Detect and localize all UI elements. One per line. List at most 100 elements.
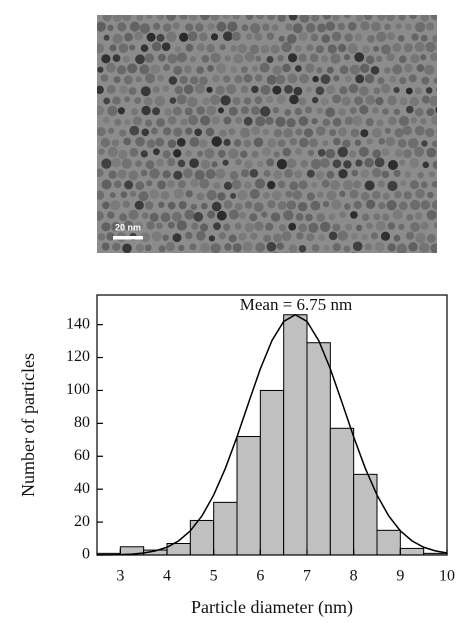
particle <box>348 150 357 158</box>
particle <box>129 147 139 157</box>
particle <box>166 31 177 42</box>
particle <box>160 191 170 200</box>
particle <box>303 128 314 138</box>
particle <box>377 77 385 85</box>
particle <box>317 254 324 261</box>
particle <box>281 231 292 242</box>
particle <box>333 75 340 82</box>
particle <box>117 169 127 179</box>
particle <box>375 221 386 231</box>
particle <box>254 32 263 41</box>
particle <box>402 125 412 136</box>
particle <box>344 203 351 210</box>
particle <box>370 66 380 75</box>
particle <box>393 234 401 242</box>
particle <box>140 150 148 158</box>
particle <box>298 31 308 41</box>
particle <box>436 46 437 52</box>
particle <box>298 223 308 233</box>
particle <box>184 209 195 220</box>
particle <box>178 201 187 210</box>
particle <box>386 200 397 211</box>
particle <box>355 159 363 167</box>
particle <box>101 222 111 232</box>
particle <box>415 22 426 33</box>
particle <box>267 200 276 209</box>
particle <box>114 118 122 126</box>
particle <box>158 201 165 208</box>
particle <box>351 233 358 240</box>
particle <box>185 23 194 32</box>
particle <box>157 180 167 190</box>
particle <box>122 15 132 22</box>
particle <box>318 234 326 242</box>
particle <box>309 53 319 63</box>
particle <box>109 44 117 52</box>
particle <box>272 85 282 95</box>
particle <box>113 76 121 84</box>
particle <box>144 53 154 63</box>
particle <box>146 180 153 187</box>
particle <box>376 55 383 62</box>
particle <box>243 97 252 105</box>
particle <box>196 106 205 115</box>
particle <box>354 52 365 63</box>
particle <box>404 171 411 178</box>
particle <box>189 15 198 21</box>
particle <box>253 202 264 212</box>
particle <box>338 169 348 179</box>
particle <box>196 192 205 201</box>
particle <box>238 232 247 241</box>
particle <box>426 210 437 220</box>
particle <box>323 245 330 252</box>
particle <box>337 22 346 31</box>
particle <box>371 190 381 200</box>
particle <box>153 22 161 30</box>
y-axis-label: Number of particles <box>18 353 38 497</box>
particle <box>240 106 249 115</box>
particle <box>223 75 231 83</box>
particle <box>360 21 370 31</box>
particle <box>130 253 139 262</box>
particle <box>392 43 402 52</box>
particle <box>144 244 152 252</box>
particle <box>184 107 193 116</box>
particle <box>251 150 259 158</box>
particle <box>425 41 436 53</box>
particle <box>122 243 132 253</box>
particle <box>297 202 308 212</box>
particle <box>310 159 322 170</box>
bar <box>329 427 355 556</box>
particle <box>305 86 312 93</box>
bar <box>399 547 425 556</box>
particle <box>294 107 302 116</box>
particle <box>365 199 376 209</box>
particle <box>398 223 405 230</box>
particle <box>167 180 175 189</box>
particle <box>234 75 243 84</box>
particle <box>230 192 237 199</box>
particle <box>190 178 199 188</box>
particle <box>398 115 410 127</box>
particle <box>415 188 425 199</box>
particle <box>112 242 121 251</box>
y-tick-label: 40 <box>74 480 90 497</box>
particle <box>410 199 421 211</box>
particle <box>398 201 408 211</box>
particle <box>378 138 386 145</box>
particle <box>354 33 363 42</box>
particle <box>419 242 430 253</box>
particle <box>265 222 274 231</box>
particle <box>263 234 271 243</box>
particle <box>373 45 380 52</box>
particle <box>430 15 437 21</box>
particle <box>342 180 353 191</box>
particle <box>343 245 351 253</box>
particle <box>437 64 447 74</box>
particle <box>119 213 128 222</box>
particle <box>257 160 264 168</box>
particle <box>255 55 262 62</box>
particle <box>97 85 104 94</box>
particle <box>405 23 412 31</box>
